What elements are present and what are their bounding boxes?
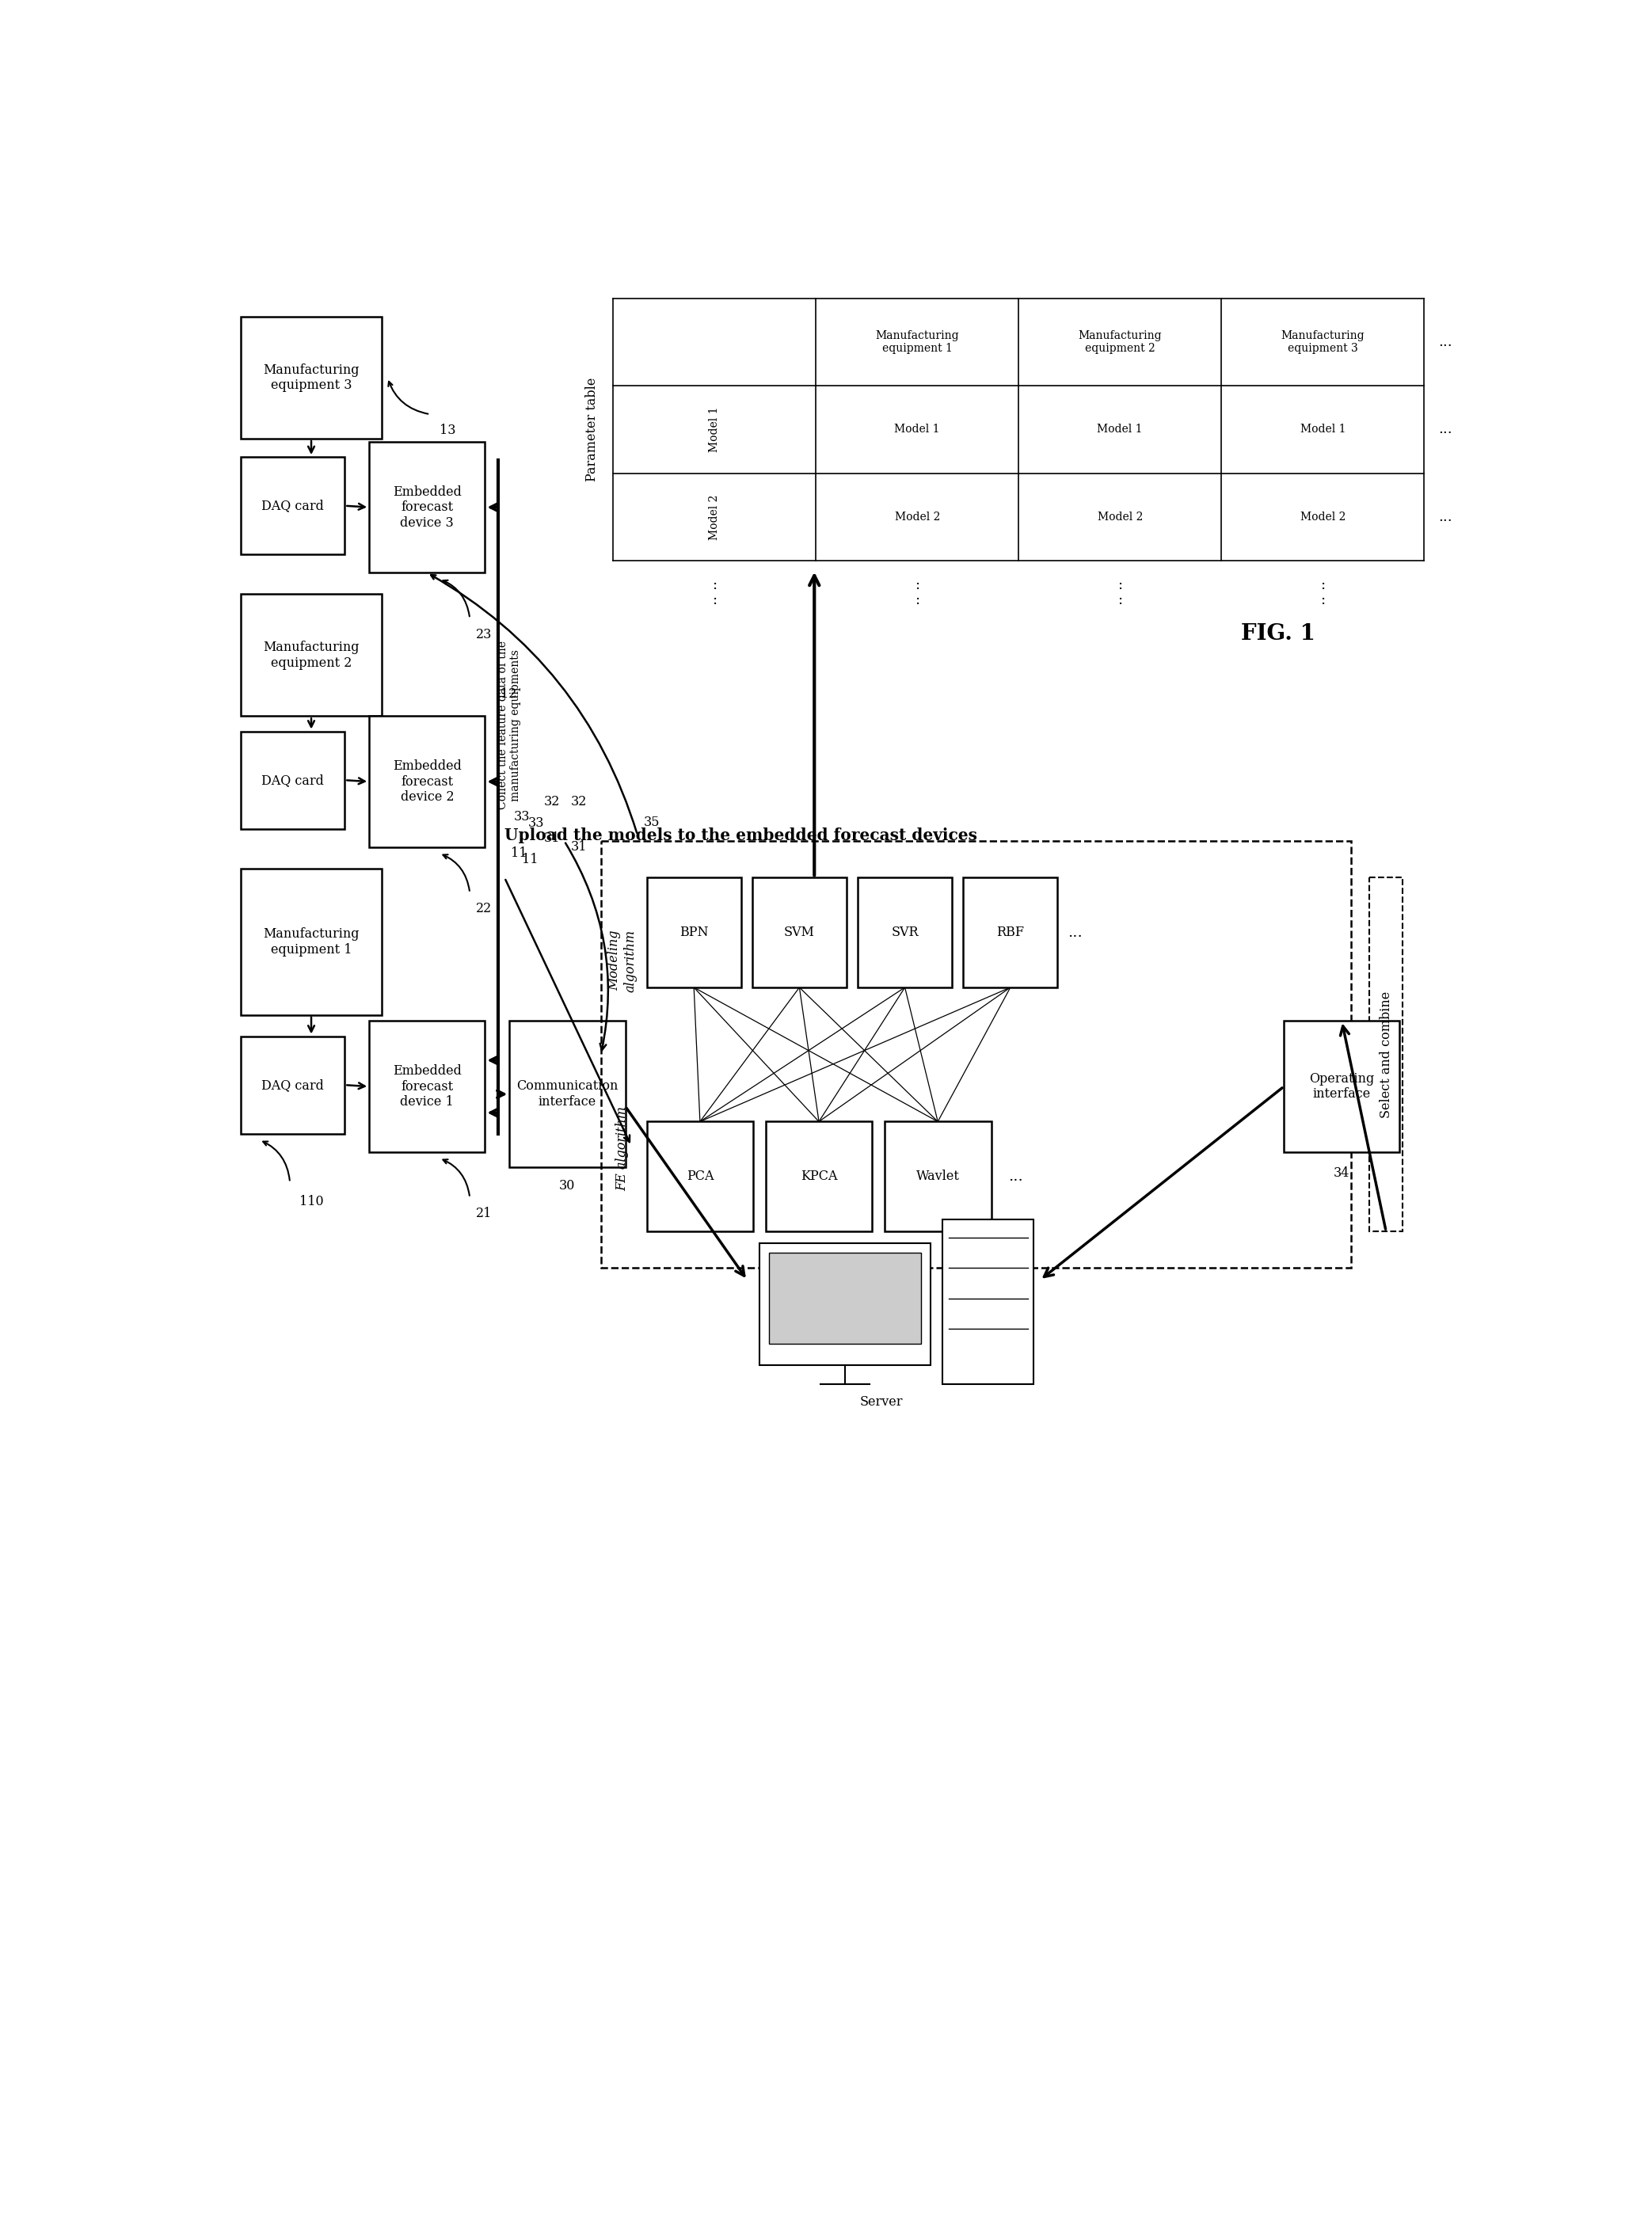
- Text: ...: ...: [1067, 924, 1082, 940]
- Text: Collect the feature data of the
manufacturing equipments: Collect the feature data of the manufact…: [497, 641, 522, 811]
- Text: 30: 30: [560, 1179, 575, 1192]
- Text: Manufacturing
equipment 1: Manufacturing equipment 1: [263, 927, 360, 956]
- Text: 22: 22: [476, 902, 492, 916]
- Text: Embedded
forecast
device 1: Embedded forecast device 1: [393, 1065, 461, 1110]
- Bar: [509, 1020, 626, 1168]
- Text: ...: ...: [1439, 335, 1452, 348]
- Bar: [241, 1036, 345, 1134]
- Text: :: :: [1117, 578, 1122, 592]
- Text: ...: ...: [1439, 509, 1452, 525]
- Bar: [765, 1121, 872, 1230]
- Text: :: :: [712, 578, 717, 592]
- Text: SVR: SVR: [890, 927, 919, 940]
- Bar: [368, 442, 486, 574]
- Text: 23: 23: [476, 627, 492, 641]
- Text: DAQ card: DAQ card: [261, 1079, 324, 1092]
- Text: Upload the models to the embedded forecast devices: Upload the models to the embedded foreca…: [506, 826, 978, 842]
- Bar: [368, 1020, 486, 1152]
- Text: 32: 32: [544, 795, 560, 808]
- Text: 32: 32: [570, 795, 586, 808]
- Bar: [942, 1219, 1034, 1384]
- Text: Model 2: Model 2: [894, 511, 940, 523]
- Text: 13: 13: [439, 424, 456, 438]
- Bar: [646, 1121, 753, 1230]
- Text: 31: 31: [570, 840, 586, 853]
- Text: Wavlet: Wavlet: [917, 1170, 960, 1183]
- Text: Model 1: Model 1: [709, 406, 720, 453]
- Text: ...: ...: [1439, 422, 1452, 438]
- Bar: [241, 317, 382, 438]
- Text: :: :: [915, 594, 920, 607]
- Text: Model 2: Model 2: [709, 493, 720, 540]
- Text: :: :: [915, 578, 920, 592]
- Text: 35: 35: [644, 815, 659, 828]
- Text: 110: 110: [299, 1195, 324, 1208]
- Text: 34: 34: [1333, 1166, 1350, 1179]
- Text: PCA: PCA: [686, 1170, 714, 1183]
- Bar: [857, 878, 952, 987]
- Text: Manufacturing
equipment 2: Manufacturing equipment 2: [263, 641, 360, 670]
- Bar: [752, 878, 846, 987]
- Bar: [368, 717, 486, 846]
- Bar: [760, 1244, 930, 1364]
- Text: Manufacturing
equipment 1: Manufacturing equipment 1: [876, 330, 960, 355]
- Text: KPCA: KPCA: [801, 1170, 838, 1183]
- Text: 31: 31: [544, 831, 560, 844]
- Text: DAQ card: DAQ card: [261, 498, 324, 514]
- Bar: [768, 1253, 922, 1344]
- Text: Model 1: Model 1: [894, 424, 940, 435]
- Bar: [1370, 878, 1403, 1230]
- Text: 21: 21: [476, 1206, 492, 1221]
- Text: Server: Server: [859, 1396, 904, 1409]
- Text: Model 2: Model 2: [1300, 511, 1345, 523]
- Bar: [241, 458, 345, 554]
- Bar: [963, 878, 1057, 987]
- Text: BPN: BPN: [679, 927, 709, 940]
- Text: SVM: SVM: [785, 927, 814, 940]
- Text: :: :: [1117, 594, 1122, 607]
- Text: Manufacturing
equipment 2: Manufacturing equipment 2: [1079, 330, 1161, 355]
- Text: 11: 11: [522, 853, 539, 866]
- Text: DAQ card: DAQ card: [261, 773, 324, 786]
- Text: Select and combine: Select and combine: [1379, 991, 1393, 1119]
- Text: Embedded
forecast
device 2: Embedded forecast device 2: [393, 759, 461, 804]
- Text: 11: 11: [510, 846, 527, 860]
- Text: 12: 12: [501, 688, 517, 701]
- Text: :: :: [712, 594, 717, 607]
- Text: FE algorithm: FE algorithm: [616, 1105, 629, 1190]
- Text: Embedded
forecast
device 3: Embedded forecast device 3: [393, 485, 461, 529]
- Text: RBF: RBF: [996, 927, 1024, 940]
- Bar: [241, 732, 345, 828]
- Bar: [241, 869, 382, 1014]
- Text: Operating
interface: Operating interface: [1310, 1072, 1374, 1101]
- Text: :: :: [1320, 594, 1325, 607]
- Text: Modeling
algorithm: Modeling algorithm: [608, 929, 636, 991]
- Text: Manufacturing
equipment 3: Manufacturing equipment 3: [1280, 330, 1365, 355]
- Text: Parameter table: Parameter table: [585, 377, 598, 482]
- Text: :: :: [1320, 578, 1325, 592]
- Text: 33: 33: [514, 811, 530, 824]
- Text: Model 1: Model 1: [1300, 424, 1345, 435]
- Text: Model 1: Model 1: [1097, 424, 1143, 435]
- Bar: [601, 842, 1351, 1268]
- Text: ...: ...: [1008, 1170, 1023, 1183]
- Bar: [646, 878, 742, 987]
- Bar: [884, 1121, 991, 1230]
- Text: FIG. 1: FIG. 1: [1241, 623, 1315, 645]
- Text: Model 2: Model 2: [1097, 511, 1143, 523]
- Bar: [241, 594, 382, 717]
- Text: Manufacturing
equipment 3: Manufacturing equipment 3: [263, 364, 360, 393]
- Text: Communication
interface: Communication interface: [517, 1079, 618, 1108]
- Text: 33: 33: [527, 815, 544, 828]
- Bar: [1284, 1020, 1399, 1152]
